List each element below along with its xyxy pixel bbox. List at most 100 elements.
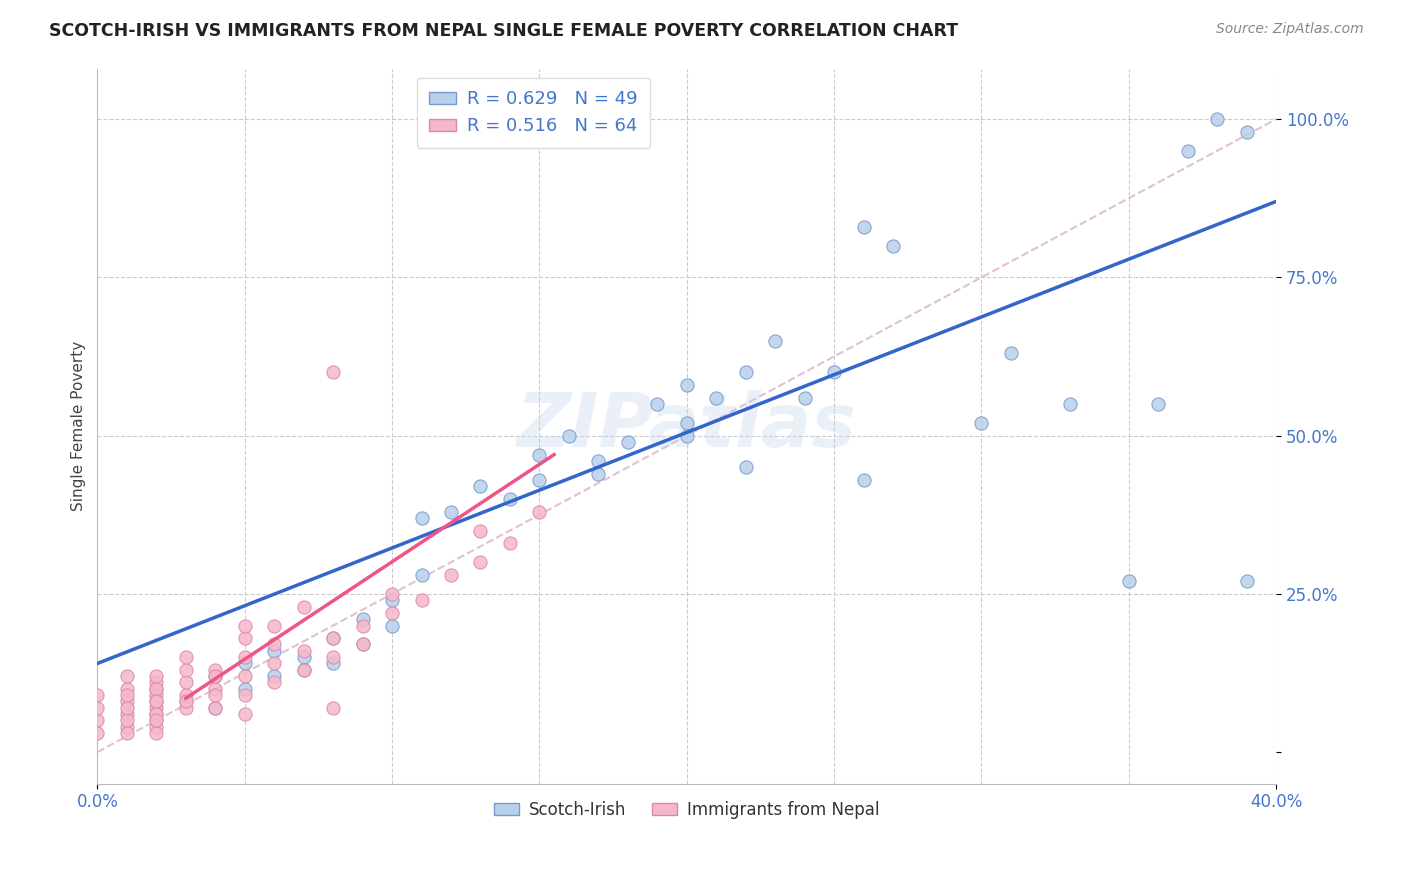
Point bbox=[86, 714, 108, 728]
Point bbox=[381, 618, 404, 632]
Point bbox=[470, 555, 492, 569]
Point bbox=[233, 631, 256, 645]
Point bbox=[734, 460, 756, 475]
Point bbox=[823, 365, 845, 379]
Point bbox=[675, 428, 697, 442]
Point bbox=[174, 650, 197, 665]
Point bbox=[381, 587, 404, 601]
Point bbox=[145, 726, 167, 740]
Point bbox=[529, 505, 551, 519]
Point bbox=[174, 675, 197, 690]
Point bbox=[1118, 574, 1140, 589]
Point bbox=[115, 707, 138, 722]
Point bbox=[411, 593, 433, 607]
Point bbox=[204, 700, 226, 714]
Point bbox=[675, 416, 697, 430]
Point bbox=[440, 505, 463, 519]
Point bbox=[852, 473, 875, 487]
Point bbox=[763, 334, 786, 348]
Point bbox=[263, 638, 285, 652]
Point bbox=[204, 681, 226, 696]
Point bbox=[352, 638, 374, 652]
Point bbox=[499, 491, 522, 506]
Point bbox=[352, 638, 374, 652]
Point bbox=[322, 631, 344, 645]
Point bbox=[204, 669, 226, 683]
Point bbox=[499, 536, 522, 550]
Point bbox=[263, 657, 285, 671]
Point bbox=[115, 720, 138, 734]
Point bbox=[115, 700, 138, 714]
Point bbox=[204, 688, 226, 702]
Point bbox=[470, 479, 492, 493]
Point bbox=[86, 688, 108, 702]
Point bbox=[263, 618, 285, 632]
Point bbox=[115, 726, 138, 740]
Point bbox=[882, 238, 904, 252]
Point bbox=[263, 675, 285, 690]
Point bbox=[174, 694, 197, 708]
Point bbox=[115, 694, 138, 708]
Point bbox=[145, 707, 167, 722]
Text: SCOTCH-IRISH VS IMMIGRANTS FROM NEPAL SINGLE FEMALE POVERTY CORRELATION CHART: SCOTCH-IRISH VS IMMIGRANTS FROM NEPAL SI… bbox=[49, 22, 959, 40]
Point bbox=[381, 593, 404, 607]
Y-axis label: Single Female Poverty: Single Female Poverty bbox=[72, 341, 86, 511]
Point bbox=[675, 378, 697, 392]
Text: Source: ZipAtlas.com: Source: ZipAtlas.com bbox=[1216, 22, 1364, 37]
Point bbox=[233, 669, 256, 683]
Point bbox=[174, 694, 197, 708]
Point bbox=[617, 434, 640, 449]
Point bbox=[263, 669, 285, 683]
Point bbox=[352, 618, 374, 632]
Point bbox=[1000, 346, 1022, 360]
Point bbox=[233, 707, 256, 722]
Point bbox=[204, 669, 226, 683]
Point bbox=[174, 700, 197, 714]
Point bbox=[322, 631, 344, 645]
Point bbox=[233, 657, 256, 671]
Point bbox=[115, 681, 138, 696]
Point bbox=[233, 618, 256, 632]
Point bbox=[852, 219, 875, 234]
Legend: Scotch-Irish, Immigrants from Nepal: Scotch-Irish, Immigrants from Nepal bbox=[488, 794, 886, 825]
Point bbox=[1236, 574, 1258, 589]
Point bbox=[115, 714, 138, 728]
Point bbox=[263, 644, 285, 658]
Point bbox=[145, 707, 167, 722]
Text: ZIPatlas: ZIPatlas bbox=[517, 390, 856, 463]
Point bbox=[145, 681, 167, 696]
Point bbox=[734, 365, 756, 379]
Point bbox=[292, 644, 315, 658]
Point bbox=[233, 688, 256, 702]
Point bbox=[292, 599, 315, 614]
Point bbox=[440, 567, 463, 582]
Point bbox=[1206, 112, 1229, 127]
Point bbox=[86, 726, 108, 740]
Point bbox=[1177, 144, 1199, 158]
Point bbox=[233, 681, 256, 696]
Point bbox=[529, 473, 551, 487]
Point bbox=[470, 524, 492, 538]
Point bbox=[145, 669, 167, 683]
Point bbox=[174, 688, 197, 702]
Point bbox=[1236, 125, 1258, 139]
Point bbox=[322, 700, 344, 714]
Point bbox=[86, 700, 108, 714]
Point bbox=[1147, 397, 1170, 411]
Point bbox=[558, 428, 581, 442]
Point bbox=[322, 657, 344, 671]
Point bbox=[529, 448, 551, 462]
Point bbox=[145, 700, 167, 714]
Point bbox=[381, 606, 404, 620]
Point bbox=[411, 511, 433, 525]
Point bbox=[292, 650, 315, 665]
Point bbox=[145, 681, 167, 696]
Point bbox=[145, 694, 167, 708]
Point bbox=[174, 663, 197, 677]
Point bbox=[145, 675, 167, 690]
Point bbox=[145, 720, 167, 734]
Point bbox=[352, 612, 374, 626]
Point bbox=[145, 694, 167, 708]
Point bbox=[704, 391, 727, 405]
Point bbox=[793, 391, 815, 405]
